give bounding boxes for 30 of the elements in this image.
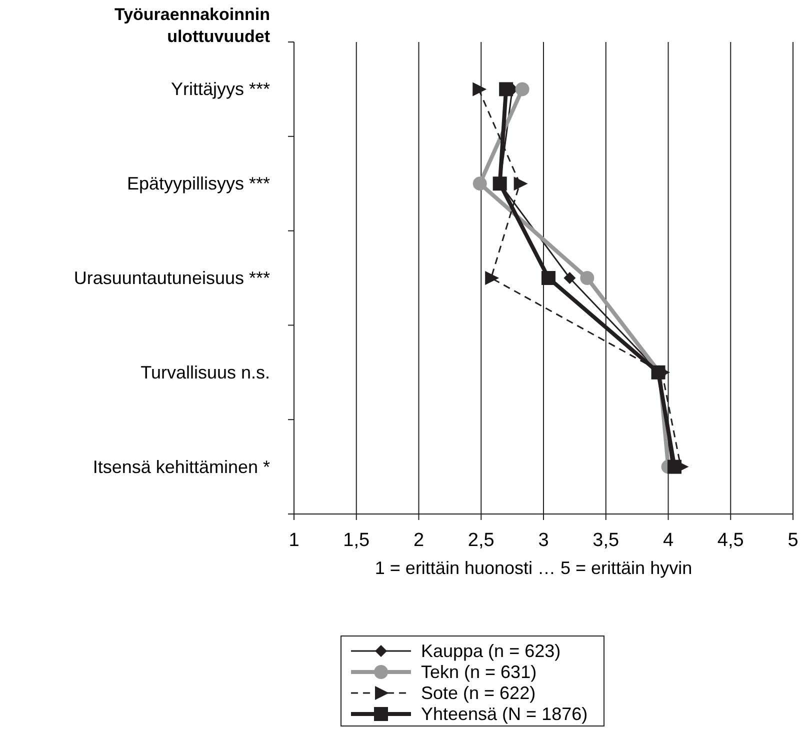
x-tick-label: 3 bbox=[538, 530, 549, 551]
x-tick-label: 1 bbox=[288, 530, 300, 551]
x-tick-label: 5 bbox=[788, 530, 798, 551]
x-tick-label: 1,5 bbox=[343, 530, 370, 551]
y-tick-label: Epätyypillisyys *** bbox=[126, 174, 270, 194]
point bbox=[541, 271, 556, 285]
y-tick-label: Yrittäjyys *** bbox=[170, 79, 270, 100]
legend-label: Tekn (n = 631) bbox=[421, 662, 537, 682]
legend-label: Sote (n = 622) bbox=[421, 683, 536, 703]
point bbox=[580, 271, 594, 285]
point bbox=[514, 176, 528, 191]
x-tick-label: 3,5 bbox=[592, 530, 620, 551]
x-tick-label: 4,5 bbox=[717, 530, 744, 551]
y-tick-label: Itsensä kehittäminen * bbox=[92, 456, 270, 477]
point bbox=[485, 271, 500, 285]
x-tick-label: 2,5 bbox=[468, 530, 494, 551]
y-tick-label: Urasuuntautuneisuus *** bbox=[74, 268, 270, 288]
point bbox=[515, 82, 530, 96]
point bbox=[499, 82, 514, 96]
legend-label: Yhteensä (N = 1876) bbox=[421, 704, 588, 724]
x-tick-label: 2 bbox=[413, 530, 424, 551]
point bbox=[667, 460, 682, 474]
point bbox=[564, 272, 576, 284]
chart-title: Työuraennakoinnin ulottuvuudet bbox=[114, 5, 270, 46]
legend-label: Kauppa (n = 623) bbox=[421, 641, 561, 661]
x-tick-label: 4 bbox=[662, 530, 674, 551]
x-axis-title: 1 = erittäin huonosti … 5 = erittäin hyvin bbox=[374, 558, 692, 578]
y-tick-label: Turvallisuus n.s. bbox=[140, 362, 270, 382]
point bbox=[472, 82, 487, 96]
point bbox=[472, 176, 487, 191]
